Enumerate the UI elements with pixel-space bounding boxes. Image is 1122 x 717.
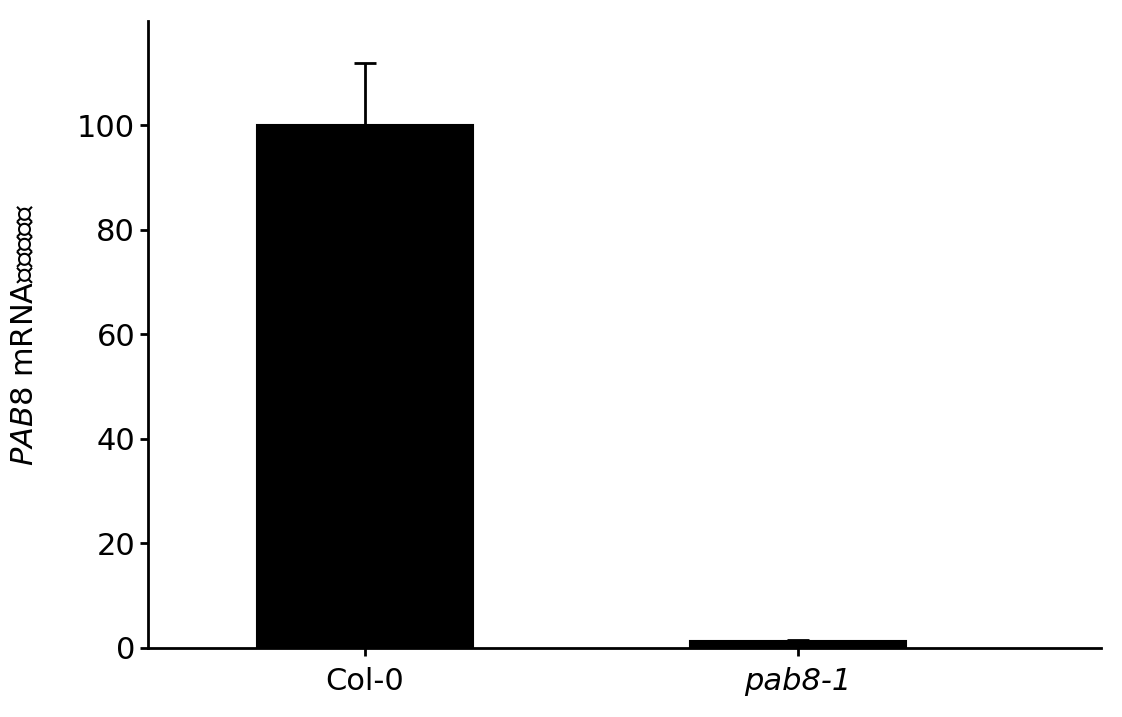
Text: $\it{PAB8}$ mRNA相对表达量: $\it{PAB8}$ mRNA相对表达量	[10, 203, 39, 466]
Bar	[257, 125, 473, 647]
Bar	[690, 642, 907, 647]
